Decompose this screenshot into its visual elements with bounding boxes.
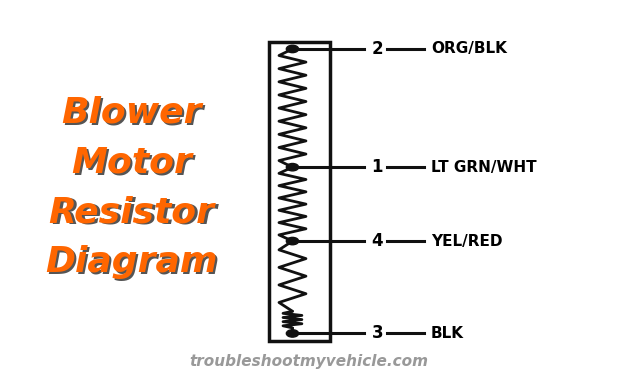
Text: BLK: BLK: [431, 326, 464, 341]
Text: Blower: Blower: [61, 96, 201, 130]
Text: troubleshootmyvehicle.com: troubleshootmyvehicle.com: [190, 354, 428, 369]
Text: Diagram: Diagram: [48, 247, 220, 281]
Text: Motor: Motor: [74, 147, 194, 181]
Circle shape: [286, 164, 298, 171]
Text: YEL/RED: YEL/RED: [431, 234, 502, 249]
Text: Diagram: Diagram: [45, 245, 218, 279]
Circle shape: [286, 237, 298, 245]
Text: Blower: Blower: [64, 97, 204, 131]
Text: LT GRN/WHT: LT GRN/WHT: [431, 160, 536, 175]
Text: 4: 4: [371, 232, 383, 250]
Text: 2: 2: [371, 40, 383, 58]
Circle shape: [286, 330, 298, 337]
Text: 3: 3: [371, 324, 383, 342]
Text: Motor: Motor: [71, 146, 192, 180]
Bar: [269, 42, 331, 341]
Text: 1: 1: [371, 158, 383, 176]
Text: Resistor: Resistor: [51, 197, 217, 231]
Text: Resistor: Resistor: [48, 195, 214, 230]
Circle shape: [286, 45, 298, 53]
Text: ORG/BLK: ORG/BLK: [431, 42, 507, 57]
